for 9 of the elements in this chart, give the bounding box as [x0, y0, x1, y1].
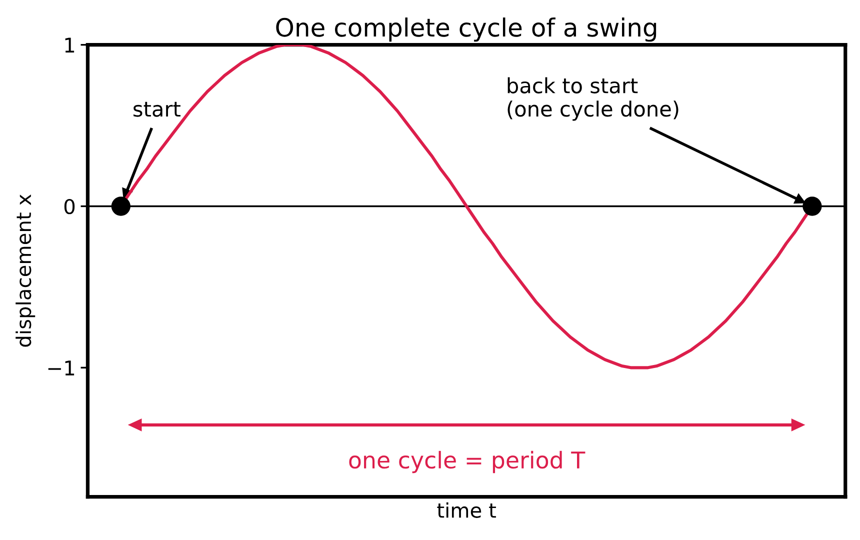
y-tick-label: 1	[65, 38, 74, 52]
annotation: one cycle = period T	[349, 450, 586, 474]
y-axis-title: displacement x	[16, 194, 36, 347]
y-tick-label: 0	[64, 198, 75, 214]
annotation: back to start (one cycle done)	[508, 77, 678, 121]
annotation: start	[134, 102, 180, 117]
chart-title: One complete cycle of a swing	[276, 17, 656, 42]
x-axis-title: time t	[437, 502, 496, 518]
y-tick-label: −1	[48, 360, 74, 376]
